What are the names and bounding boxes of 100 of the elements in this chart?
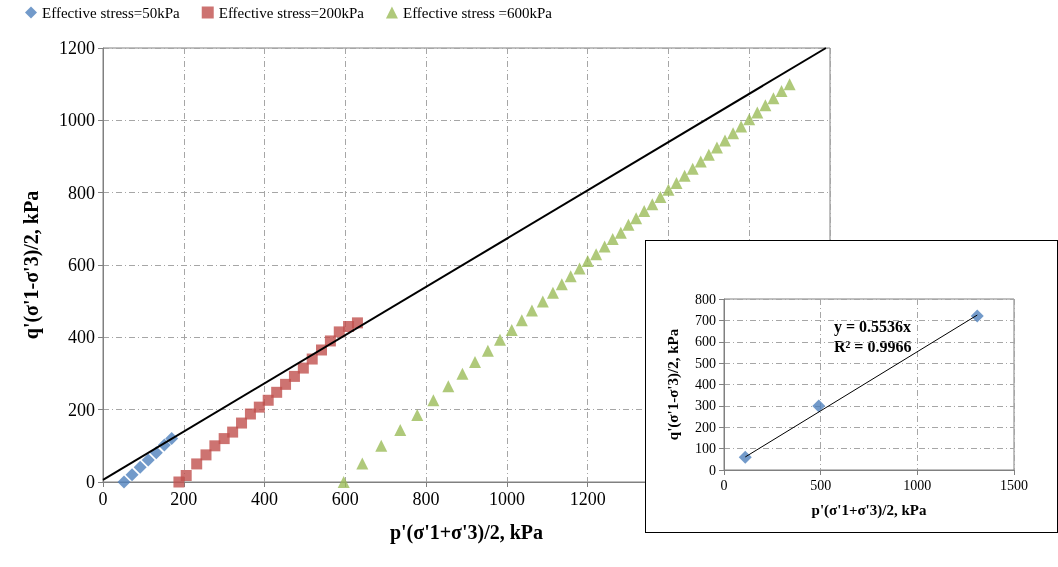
point: [555, 278, 568, 291]
x-tick-label: 200: [170, 489, 198, 509]
point: [638, 205, 651, 218]
point: [630, 212, 643, 225]
point: [297, 362, 309, 374]
point: [735, 120, 748, 133]
legend-label: Effective stress=200kPa: [218, 4, 365, 21]
point: [456, 367, 469, 380]
point: [288, 370, 300, 382]
point: [125, 468, 139, 482]
point: [546, 286, 559, 299]
point: [614, 226, 627, 239]
point: [702, 148, 715, 161]
point: [191, 458, 203, 470]
x-tick-label: 400: [251, 489, 279, 509]
y-tick-label: 500: [695, 355, 716, 371]
x-tick-label: 1000: [488, 489, 525, 509]
y-tick-label: 200: [695, 419, 716, 435]
x-tick-label: 0: [720, 477, 728, 493]
y-tick-label: 400: [68, 327, 95, 348]
point: [468, 355, 481, 368]
point: [606, 232, 619, 245]
y-tick-label: 600: [695, 334, 716, 350]
y-tick-label: 1200: [59, 38, 95, 58]
legend-label: Effective stress =600kPa: [402, 4, 553, 21]
point: [525, 304, 538, 317]
point: [133, 460, 147, 474]
point: [727, 127, 740, 140]
point: [783, 78, 796, 91]
point: [662, 183, 675, 196]
point: [564, 270, 577, 283]
y-tick-label: 400: [695, 377, 716, 392]
x-tick-label: 1000: [903, 477, 932, 493]
point: [262, 394, 274, 406]
x-tick-label: 600: [331, 489, 359, 509]
point: [710, 141, 723, 154]
point: [280, 378, 292, 390]
point: [581, 255, 594, 268]
point: [686, 162, 699, 175]
y-tick-label: 600: [68, 255, 95, 275]
point: [515, 314, 528, 327]
point: [117, 475, 131, 489]
point: [180, 469, 192, 481]
point: [573, 262, 586, 275]
point: [743, 113, 756, 126]
point: [590, 248, 603, 261]
point: [738, 450, 752, 464]
y-tick-label: 0: [709, 462, 716, 478]
y-tick-label: 300: [695, 398, 716, 414]
point: [694, 155, 707, 168]
y-tick-label: 800: [695, 291, 716, 307]
x-axis-title: p'(σ'1+σ'3)/2, kPa: [811, 501, 927, 519]
point: [253, 401, 265, 413]
x-tick-label: 0: [98, 489, 108, 509]
point: [622, 218, 635, 231]
point: [394, 423, 407, 436]
x-tick-label: 800: [412, 489, 440, 509]
point: [536, 295, 549, 308]
point: [173, 476, 185, 488]
legend-label: Effective stress=50kPa: [42, 4, 181, 21]
point: [442, 380, 455, 393]
y-tick-label: 800: [68, 182, 95, 203]
point: [427, 394, 440, 407]
point: [271, 386, 283, 398]
y-tick-label: 200: [68, 399, 95, 420]
point: [759, 99, 772, 112]
point: [481, 344, 494, 357]
annotation: y = 0.5536x: [834, 317, 912, 336]
point: [670, 176, 683, 189]
point: [209, 440, 221, 452]
x-tick-label: 1200: [569, 489, 606, 509]
y-axis-title: q'(σ'1-σ'3)/2, kPa: [20, 190, 43, 340]
y-tick-label: 100: [695, 441, 716, 457]
y-tick-label: 700: [695, 312, 716, 328]
point: [227, 426, 239, 438]
point: [598, 240, 611, 253]
point: [375, 439, 388, 452]
point: [751, 106, 764, 119]
y-axis-title: q'(σ'1-σ'3)/2, kPa: [664, 328, 682, 441]
point: [812, 399, 826, 413]
point: [236, 417, 248, 429]
point: [141, 453, 155, 467]
point: [337, 476, 350, 488]
point: [244, 408, 256, 420]
point: [505, 324, 518, 337]
point: [200, 449, 212, 461]
point: [775, 85, 788, 98]
point: [494, 333, 507, 346]
point: [970, 309, 984, 323]
x-tick-label: 500: [810, 477, 832, 493]
point: [718, 134, 731, 147]
point: [646, 198, 659, 211]
point: [678, 169, 691, 182]
x-tick-label: 1500: [1000, 477, 1028, 493]
point: [356, 457, 369, 470]
point: [767, 92, 780, 105]
point: [654, 191, 667, 204]
point: [411, 409, 424, 422]
y-tick-label: 1000: [59, 110, 95, 131]
x-axis-title: p'(σ'1+σ'3)/2, kPa: [389, 521, 544, 544]
